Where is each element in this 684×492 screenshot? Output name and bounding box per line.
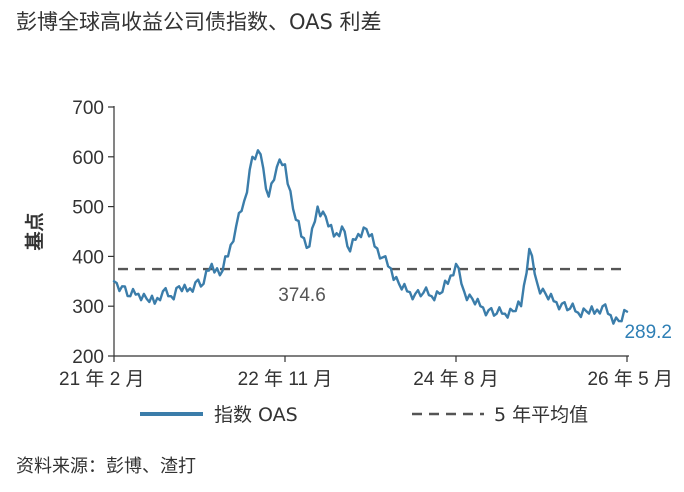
oas-data-point	[145, 297, 148, 300]
oas-data-point	[357, 233, 360, 235]
oas-data-point	[276, 165, 278, 168]
oas-data-point	[577, 311, 579, 314]
oas-data-point	[390, 267, 392, 270]
oas-data-point	[300, 235, 303, 238]
oas-data-point	[626, 310, 628, 313]
oas-data-point	[219, 274, 221, 277]
oas-data-point	[381, 256, 384, 259]
oas-data-point	[552, 300, 555, 303]
oas-data-point	[495, 312, 498, 315]
oas-data-point	[455, 263, 457, 265]
oas-data-point	[186, 290, 189, 293]
oas-data-point	[512, 310, 514, 313]
oas-data-point	[398, 282, 400, 285]
oas-data-point	[601, 305, 604, 308]
oas-data-point	[227, 255, 229, 258]
oas-data-point	[243, 199, 246, 202]
oas-data-point	[609, 314, 612, 317]
oas-data-point	[414, 292, 417, 295]
y-tick-label: 400	[72, 247, 104, 268]
source-note: 资料来源：彭博、渣打	[16, 456, 196, 477]
oas-data-point	[284, 163, 286, 166]
oas-data-point	[259, 153, 262, 156]
oas-data-point	[373, 245, 376, 248]
legend-label-average: 5 年平均值	[494, 404, 588, 426]
oas-data-point	[308, 245, 311, 248]
oas-data-point	[333, 235, 335, 238]
oas-data-point	[406, 290, 408, 293]
oas-data-point	[430, 295, 433, 298]
oas-data-point	[162, 290, 164, 293]
oas-data-point	[113, 280, 115, 283]
oas-data-point	[170, 295, 172, 298]
oas-series-line	[112, 149, 629, 325]
oas-data-point	[251, 155, 254, 158]
oas-data-point	[520, 305, 522, 308]
oas-data-point	[422, 291, 425, 294]
x-tick-label: 26 年 5 月	[587, 368, 673, 390]
legend: 指数 OAS 5 年平均值	[140, 404, 588, 426]
oas-data-point	[536, 282, 539, 285]
oas-data-point	[585, 310, 588, 313]
average-value-label: 374.6	[278, 285, 326, 306]
oas-data-point	[129, 295, 132, 298]
x-axis-ticks: 21 年 2 月 22 年 11 月 24 年 8 月 26 年 5 月	[59, 356, 673, 390]
oas-data-point	[349, 250, 351, 253]
oas-data-point	[618, 320, 620, 322]
oas-data-point	[438, 292, 441, 295]
oas-data-point	[365, 228, 368, 230]
chart-title: 彭博全球高收益公司债指数、OAS 利差	[16, 10, 382, 34]
annotations: 374.6 289.2	[278, 285, 672, 343]
y-axis-label: 基点	[23, 212, 46, 251]
oas-data-point	[593, 312, 596, 315]
y-tick-label: 700	[72, 98, 104, 119]
plot-area	[112, 149, 629, 325]
oas-data-point	[292, 208, 294, 211]
oas-data-point	[137, 292, 140, 295]
oas-data-point	[471, 297, 474, 300]
y-tick-label: 200	[72, 347, 104, 368]
oas-data-point	[202, 282, 205, 285]
legend-label-oas: 指数 OAS	[214, 404, 298, 426]
x-tick-label: 21 年 2 月	[59, 368, 145, 390]
oas-data-point	[267, 195, 270, 198]
oas-data-point	[561, 302, 563, 305]
latest-value-label: 289.2	[624, 322, 672, 343]
oas-data-point	[479, 305, 482, 308]
oas-data-point	[194, 281, 197, 284]
x-tick-label: 22 年 11 月	[238, 368, 333, 390]
oas-data-point	[447, 282, 449, 285]
y-tick-label: 500	[72, 198, 104, 219]
oas-data-point	[504, 312, 506, 315]
oas-data-point	[569, 307, 571, 310]
x-tick-label: 24 年 8 月	[413, 368, 499, 390]
oas-data-point	[487, 309, 490, 312]
oas-data-point	[544, 292, 547, 295]
oas-data-point	[316, 205, 319, 208]
y-axis-ticks: 200 300 400 500 600 700 基点	[23, 98, 114, 368]
y-tick-label: 300	[72, 297, 104, 318]
oas-data-point	[235, 225, 238, 228]
axes	[113, 106, 629, 357]
oas-data-point	[210, 263, 213, 265]
y-tick-label: 600	[72, 148, 104, 169]
oas-data-point	[324, 215, 327, 218]
oas-data-point	[121, 285, 123, 288]
oas-data-point	[463, 290, 465, 293]
oas-data-point	[153, 302, 156, 305]
oas-data-point	[528, 248, 531, 250]
oas-data-point	[341, 225, 343, 228]
oas-data-point	[178, 285, 181, 288]
